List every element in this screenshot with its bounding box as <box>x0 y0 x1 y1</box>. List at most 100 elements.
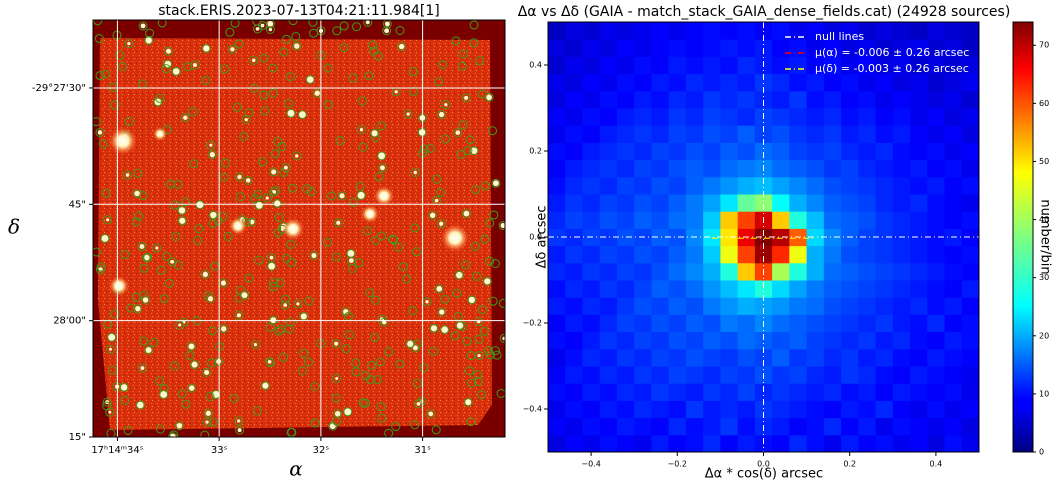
heatmap-cell <box>669 39 687 57</box>
heatmap-cell <box>962 314 980 332</box>
heatmap-cell <box>548 125 566 143</box>
heatmap-cell <box>910 280 928 298</box>
star <box>358 192 365 199</box>
heatmap-cell <box>789 400 807 418</box>
star <box>385 21 390 26</box>
star <box>271 169 276 174</box>
heatmap-cell <box>669 56 687 74</box>
heatmap-cell <box>600 108 618 126</box>
bright-star <box>282 218 304 240</box>
heatmap-cell <box>910 108 928 126</box>
heatmap-cell <box>910 91 928 109</box>
star <box>378 153 385 160</box>
star <box>206 411 211 416</box>
heatmap-cell <box>807 142 825 160</box>
colorbar-tick-label: 60 <box>1039 99 1049 108</box>
heatmap-cell <box>617 22 635 40</box>
heatmap-cell <box>858 108 876 126</box>
star <box>256 27 260 31</box>
heatmap-cell <box>893 108 911 126</box>
heatmap-cell <box>600 349 618 367</box>
heatmap-cell <box>703 366 721 384</box>
heatmap-cell <box>617 56 635 74</box>
heatmap-cell <box>858 297 876 315</box>
heatmap-cell <box>807 418 825 436</box>
heatmap-cell <box>634 314 652 332</box>
heatmap-cell <box>720 211 738 229</box>
star <box>109 348 112 351</box>
star <box>146 37 152 43</box>
heatmap-cell <box>600 142 618 160</box>
bright-star <box>109 127 137 155</box>
heatmap-cell <box>824 194 842 212</box>
heatmap-cell <box>910 177 928 195</box>
x-axis-label: α <box>289 457 303 481</box>
colorbar-tick-label: 50 <box>1039 157 1049 166</box>
star <box>430 213 435 218</box>
x-tick-label: 31ˢ <box>414 445 431 456</box>
x-axis-label: Δα * cos(δ) arcsec <box>705 467 823 482</box>
star <box>179 207 185 213</box>
heatmap-cell <box>686 297 704 315</box>
star <box>269 28 273 32</box>
heatmap-cell <box>789 332 807 350</box>
heatmap-cell <box>703 142 721 160</box>
heatmap-cell <box>858 383 876 401</box>
heatmap-cell <box>962 125 980 143</box>
star <box>170 260 174 264</box>
heatmap-cell <box>600 125 618 143</box>
heatmap-cell <box>962 160 980 178</box>
heatmap-cell <box>772 280 790 298</box>
heatmap-cell <box>720 177 738 195</box>
heatmap-cell <box>824 297 842 315</box>
heatmap-cell <box>600 194 618 212</box>
heatmap-cell <box>945 108 963 126</box>
heatmap-cell <box>634 177 652 195</box>
heatmap-cell <box>824 383 842 401</box>
heatmap-cell <box>945 383 963 401</box>
heatmap-cell <box>548 22 566 40</box>
heatmap-cell <box>720 280 738 298</box>
heatmap-cell <box>876 263 894 281</box>
heatmap-cell <box>600 314 618 332</box>
heatmap-cell <box>565 246 583 264</box>
star <box>254 343 257 346</box>
heatmap-cell <box>876 22 894 40</box>
heatmap-cell <box>807 211 825 229</box>
heatmap-cell <box>893 435 911 453</box>
heatmap-cell <box>634 108 652 126</box>
star <box>464 96 468 100</box>
heatmap-cell <box>651 91 669 109</box>
heatmap-cell <box>945 314 963 332</box>
star <box>399 44 404 49</box>
heatmap-cell <box>962 349 980 367</box>
heatmap-cell <box>617 91 635 109</box>
heatmap-cell <box>738 74 756 92</box>
heatmap-cell <box>703 211 721 229</box>
heatmap-cell <box>824 332 842 350</box>
x-tick-label: −0.2 <box>668 460 687 469</box>
heatmap-cell <box>720 314 738 332</box>
star <box>266 196 269 199</box>
heatmap-cell <box>772 74 790 92</box>
heatmap-cell <box>548 400 566 418</box>
heatmap-cell <box>600 332 618 350</box>
heatmap-cell <box>634 246 652 264</box>
heatmap-cell <box>634 435 652 453</box>
heatmap-cell <box>617 228 635 246</box>
star <box>464 211 470 217</box>
heatmap-cell <box>962 177 980 195</box>
heatmap-cell <box>841 418 859 436</box>
heatmap-cell <box>582 349 600 367</box>
heatmap-cell <box>858 142 876 160</box>
heatmap-cell <box>703 74 721 92</box>
star <box>335 377 338 380</box>
heatmap-cell <box>772 194 790 212</box>
heatmap-cell <box>720 246 738 264</box>
heatmap-cell <box>858 349 876 367</box>
star <box>274 200 280 206</box>
heatmap-cell <box>858 400 876 418</box>
heatmap-cell <box>686 366 704 384</box>
heatmap-cell <box>841 383 859 401</box>
star <box>183 115 187 119</box>
